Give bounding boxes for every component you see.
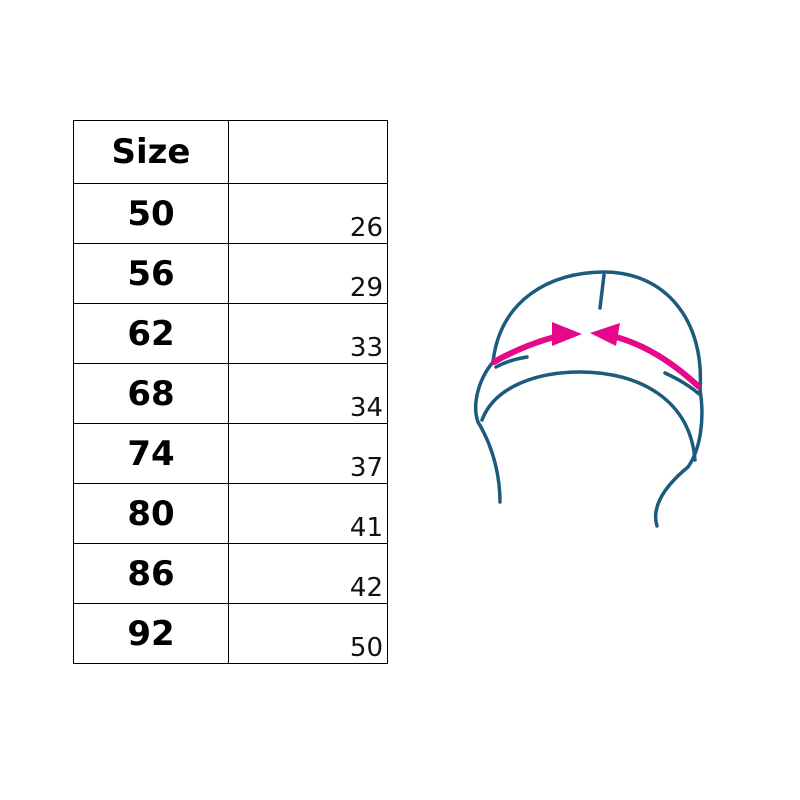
measure-cell: 26 xyxy=(228,183,388,244)
table-header: Size xyxy=(73,120,388,184)
hat-seam xyxy=(598,273,606,310)
table-row: 80 41 xyxy=(73,483,388,544)
arrow-right xyxy=(605,332,701,389)
table-row: 62 33 xyxy=(73,303,388,364)
hat-band-left xyxy=(494,355,529,369)
size-cell: 74 xyxy=(73,423,229,484)
hat-brim-outer-left xyxy=(473,360,502,504)
measure-cell: 50 xyxy=(228,603,388,664)
size-cell: 62 xyxy=(73,303,229,364)
table-row: 74 37 xyxy=(73,423,388,484)
measure-cell: 33 xyxy=(228,303,388,364)
measure-cell: 37 xyxy=(228,423,388,484)
table-row: 68 34 xyxy=(73,363,388,424)
hat-brim-inner xyxy=(480,370,697,462)
table-row: 56 29 xyxy=(73,243,388,304)
hat-brim-outer-right xyxy=(653,388,704,528)
arrow-left-head xyxy=(552,322,582,346)
size-cell: 92 xyxy=(73,603,229,664)
size-cell: 56 xyxy=(73,243,229,304)
table-row: 86 42 xyxy=(73,543,388,604)
size-cell: 68 xyxy=(73,363,229,424)
arrow-right-head xyxy=(590,323,620,346)
hat-dome xyxy=(491,270,703,392)
measure-cell: 34 xyxy=(228,363,388,424)
measure-cell: 41 xyxy=(228,483,388,544)
header-size: Size xyxy=(73,120,229,184)
size-cell: 80 xyxy=(73,483,229,544)
measure-cell: 29 xyxy=(228,243,388,304)
header-measure xyxy=(228,120,388,184)
measure-cell: 42 xyxy=(228,543,388,604)
hat-band-right xyxy=(663,371,701,396)
size-table: Size 50 26 56 29 62 33 68 34 74 37 80 41 86 42 92 50 xyxy=(73,120,388,664)
table-row: 92 50 xyxy=(73,603,388,664)
